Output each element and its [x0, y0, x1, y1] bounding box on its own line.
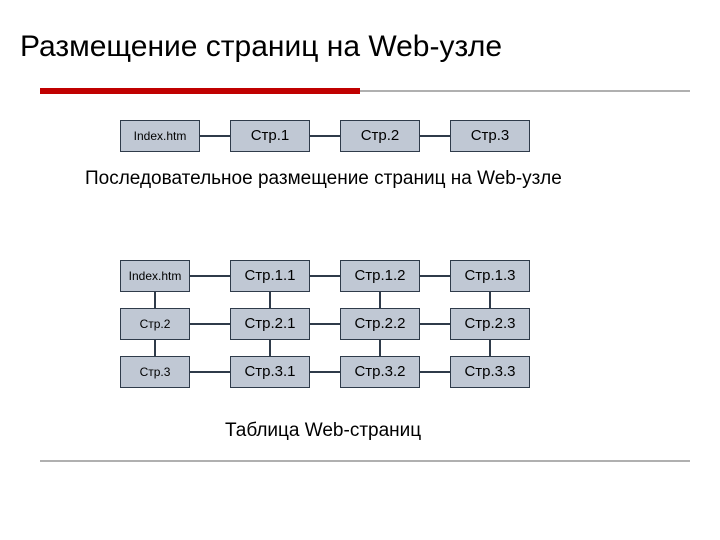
grid-node-g12: Стр.2.3 — [450, 308, 530, 340]
seq-node-s2: Стр.2 — [340, 120, 420, 152]
edge — [269, 292, 271, 308]
grid-node-g21: Стр.3.2 — [340, 356, 420, 388]
rule-red — [40, 88, 360, 94]
grid-node-g01: Стр.1.2 — [340, 260, 420, 292]
grid-left-L0: Index.htm — [120, 260, 190, 292]
edge — [379, 292, 381, 308]
edge — [420, 371, 450, 373]
seq-node-s0: Index.htm — [120, 120, 200, 152]
seq-node-s1: Стр.1 — [230, 120, 310, 152]
edge — [420, 323, 450, 325]
edge — [379, 340, 381, 356]
edge — [420, 135, 450, 137]
grid-node-g20: Стр.3.1 — [230, 356, 310, 388]
edge — [489, 292, 491, 308]
edge — [269, 340, 271, 356]
grid-node-g11: Стр.2.2 — [340, 308, 420, 340]
slide-title: Размещение страниц на Web-узле — [20, 30, 502, 64]
grid-left-L2: Стр.3 — [120, 356, 190, 388]
edge — [310, 275, 340, 277]
edge — [310, 323, 340, 325]
edge — [154, 340, 156, 356]
grid-node-g22: Стр.3.3 — [450, 356, 530, 388]
caption-grid: Таблица Web-страниц — [225, 420, 421, 442]
rule-gray-bottom — [40, 460, 690, 462]
edge — [190, 371, 230, 373]
rule-gray-top — [360, 90, 690, 92]
edge — [489, 340, 491, 356]
seq-node-s3: Стр.3 — [450, 120, 530, 152]
grid-node-g00: Стр.1.1 — [230, 260, 310, 292]
edge — [154, 292, 156, 308]
edge — [190, 275, 230, 277]
edge — [420, 275, 450, 277]
edge — [190, 323, 230, 325]
caption-sequential: Последовательное размещение страниц на W… — [85, 168, 562, 190]
edge — [310, 371, 340, 373]
grid-left-L1: Стр.2 — [120, 308, 190, 340]
grid-node-g02: Стр.1.3 — [450, 260, 530, 292]
grid-node-g10: Стр.2.1 — [230, 308, 310, 340]
edge — [200, 135, 230, 137]
edge — [310, 135, 340, 137]
